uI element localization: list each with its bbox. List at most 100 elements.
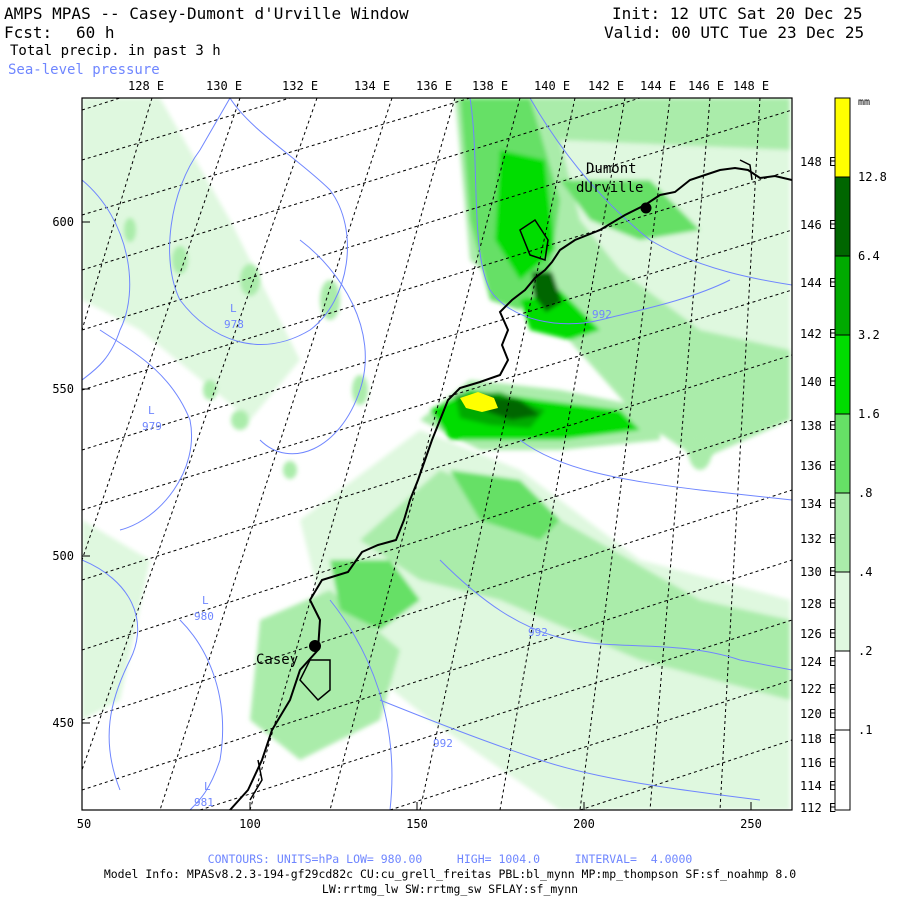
y-tick-450: 450 — [52, 716, 74, 730]
lon-label-right-132e: 132 E — [800, 532, 836, 546]
lon-label-142e: 142 E — [588, 79, 624, 93]
lat-lon-grid — [82, 98, 792, 810]
lon-label-right-126e: 126 E — [800, 627, 836, 641]
forecast-hour: 60 h — [76, 23, 115, 42]
casey-label: Casey — [256, 652, 298, 668]
init-time: Init: 12 UTC Sat 20 Dec 25 — [612, 4, 863, 23]
lon-label-right-124e: 124 E — [800, 655, 836, 669]
low-value-4: 981 — [194, 796, 214, 809]
lon-label-right-118e: 118 E — [800, 732, 836, 746]
precip-field — [82, 98, 792, 810]
colorbar-level-0-4: .4 — [858, 565, 872, 579]
lon-label-right-134e: 134 E — [800, 497, 836, 511]
casey-station-marker — [309, 640, 321, 652]
lon-label-134e: 134 E — [354, 79, 390, 93]
colorbar-frame — [834, 97, 851, 811]
physics-info: LW:rrtmg_lw SW:rrtmg_sw SFLAY:sf_mynn — [321, 882, 579, 896]
lon-label-136e: 136 E — [416, 79, 452, 93]
lon-label-right-122e: 122 E — [800, 682, 836, 696]
low-value-3: 980 — [194, 610, 214, 623]
x-tick-200: 200 — [573, 817, 595, 831]
y-axis-ticks — [82, 221, 90, 724]
isobars — [82, 98, 792, 810]
colorbar-swatch-white-1 — [835, 651, 850, 730]
valid-time: Valid: 00 UTC Tue 23 Dec 25 — [604, 23, 865, 42]
colorbar-level-0-2: .2 — [858, 644, 872, 658]
lon-label-right-142e: 142 E — [800, 327, 836, 341]
x-tick-150: 150 — [406, 817, 428, 831]
y-tick-600: 600 — [52, 215, 74, 229]
low-value-1: 978 — [224, 318, 244, 331]
colorbar-swatch-green — [835, 256, 850, 335]
lon-label-right-112e: 112 E — [800, 801, 836, 815]
coastline — [229, 159, 792, 810]
colorbar-swatch-dark-green — [835, 177, 850, 256]
field-slp-label: Sea-level pressure — [8, 62, 160, 78]
colorbar-level-12-8: 12.8 — [858, 170, 887, 184]
x-tick-250: 250 — [740, 817, 762, 831]
colorbar-level-3-2: 3.2 — [858, 328, 880, 342]
low-value-2: 979 — [142, 420, 162, 433]
lon-label-140e: 140 E — [534, 79, 570, 93]
lon-label-132e: 132 E — [282, 79, 318, 93]
lon-label-138e: 138 E — [472, 79, 508, 93]
lon-label-right-140e: 140 E — [800, 375, 836, 389]
map-title: AMPS MPAS -- Casey-Dumont d'Urville Wind… — [4, 4, 409, 23]
lon-label-right-114e: 114 E — [800, 779, 836, 793]
lon-label-right-146e: 146 E — [800, 218, 836, 232]
isobar-label-3: 992 — [433, 737, 453, 750]
isobar-label-2: 992 — [528, 626, 548, 639]
dumont-label-line2: dUrville — [576, 180, 643, 196]
isobar-label-1: 992 — [592, 308, 612, 321]
isobar-labels: 992 992 992 — [433, 308, 612, 750]
lon-label-right-120e: 120 E — [800, 707, 836, 721]
colorbar-swatch-medium-light-green — [835, 414, 850, 493]
right-longitude-labels: 148 E 146 E 144 E 142 E 140 E 138 E 136 … — [800, 155, 836, 815]
lon-label-146e: 146 E — [688, 79, 724, 93]
contours-info: CONTOURS: UNITS=hPa LOW= 980.00 HIGH= 10… — [207, 852, 693, 866]
colorbar-level-0-1: .1 — [858, 723, 872, 737]
colorbar-swatch-light-green — [835, 493, 850, 572]
colorbar-swatch-bright-green — [835, 335, 850, 414]
model-info: Model Info: MPASv8.2.3-194-gf29cd82c CU:… — [103, 867, 797, 881]
lon-label-right-116e: 116 E — [800, 756, 836, 770]
lon-label-128e: 128 E — [128, 79, 164, 93]
lon-label-right-148e: 148 E — [800, 155, 836, 169]
lon-label-right-130e: 130 E — [800, 565, 836, 579]
x-tick-100: 100 — [239, 817, 261, 831]
pressure-lows: L 978 L 979 L 980 L 981 — [142, 302, 244, 809]
colorbar-level-1-6: 1.6 — [858, 407, 880, 421]
low-symbol-1: L — [230, 302, 237, 315]
low-symbol-3: L — [202, 594, 209, 607]
colorbar-level-6-4: 6.4 — [858, 249, 880, 263]
colorbar-swatch-pale-green — [835, 572, 850, 651]
dumont-label-line1: Dumont — [586, 161, 637, 177]
y-tick-550: 550 — [52, 382, 74, 396]
lon-label-right-138e: 138 E — [800, 419, 836, 433]
x-axis-ticks — [81, 802, 752, 810]
x-axis-labels: 50 100 150 200 250 — [77, 817, 762, 831]
x-tick-50: 50 — [77, 817, 91, 831]
low-symbol-2: L — [148, 404, 155, 417]
colorbar-level-0-8: .8 — [858, 486, 872, 500]
y-axis-labels: 600 550 500 450 — [52, 215, 74, 730]
colorbar-unit: mm — [858, 97, 870, 108]
forecast-label: Fcst: — [4, 23, 53, 42]
top-longitude-labels: 128 E 130 E 132 E 134 E 136 E 138 E 140 … — [128, 79, 769, 93]
lon-label-right-136e: 136 E — [800, 459, 836, 473]
lon-label-144e: 144 E — [640, 79, 676, 93]
lon-label-148e: 148 E — [733, 79, 769, 93]
low-symbol-4: L — [204, 780, 211, 793]
lon-label-right-128e: 128 E — [800, 597, 836, 611]
station-labels: Dumont dUrville Casey — [256, 161, 643, 668]
y-tick-500: 500 — [52, 549, 74, 563]
lon-label-right-144e: 144 E — [800, 276, 836, 290]
colorbar: mm 12.8 6.4 3.2 1.6 .8 .4 .2 .1 — [834, 97, 887, 811]
colorbar-swatch-white-2 — [835, 730, 850, 810]
colorbar-swatch-yellow — [835, 98, 850, 177]
dumont-durville-station-marker — [640, 202, 652, 214]
map-frame — [81, 97, 793, 811]
lon-label-130e: 130 E — [206, 79, 242, 93]
field-precip-label: Total precip. in past 3 h — [10, 43, 221, 59]
